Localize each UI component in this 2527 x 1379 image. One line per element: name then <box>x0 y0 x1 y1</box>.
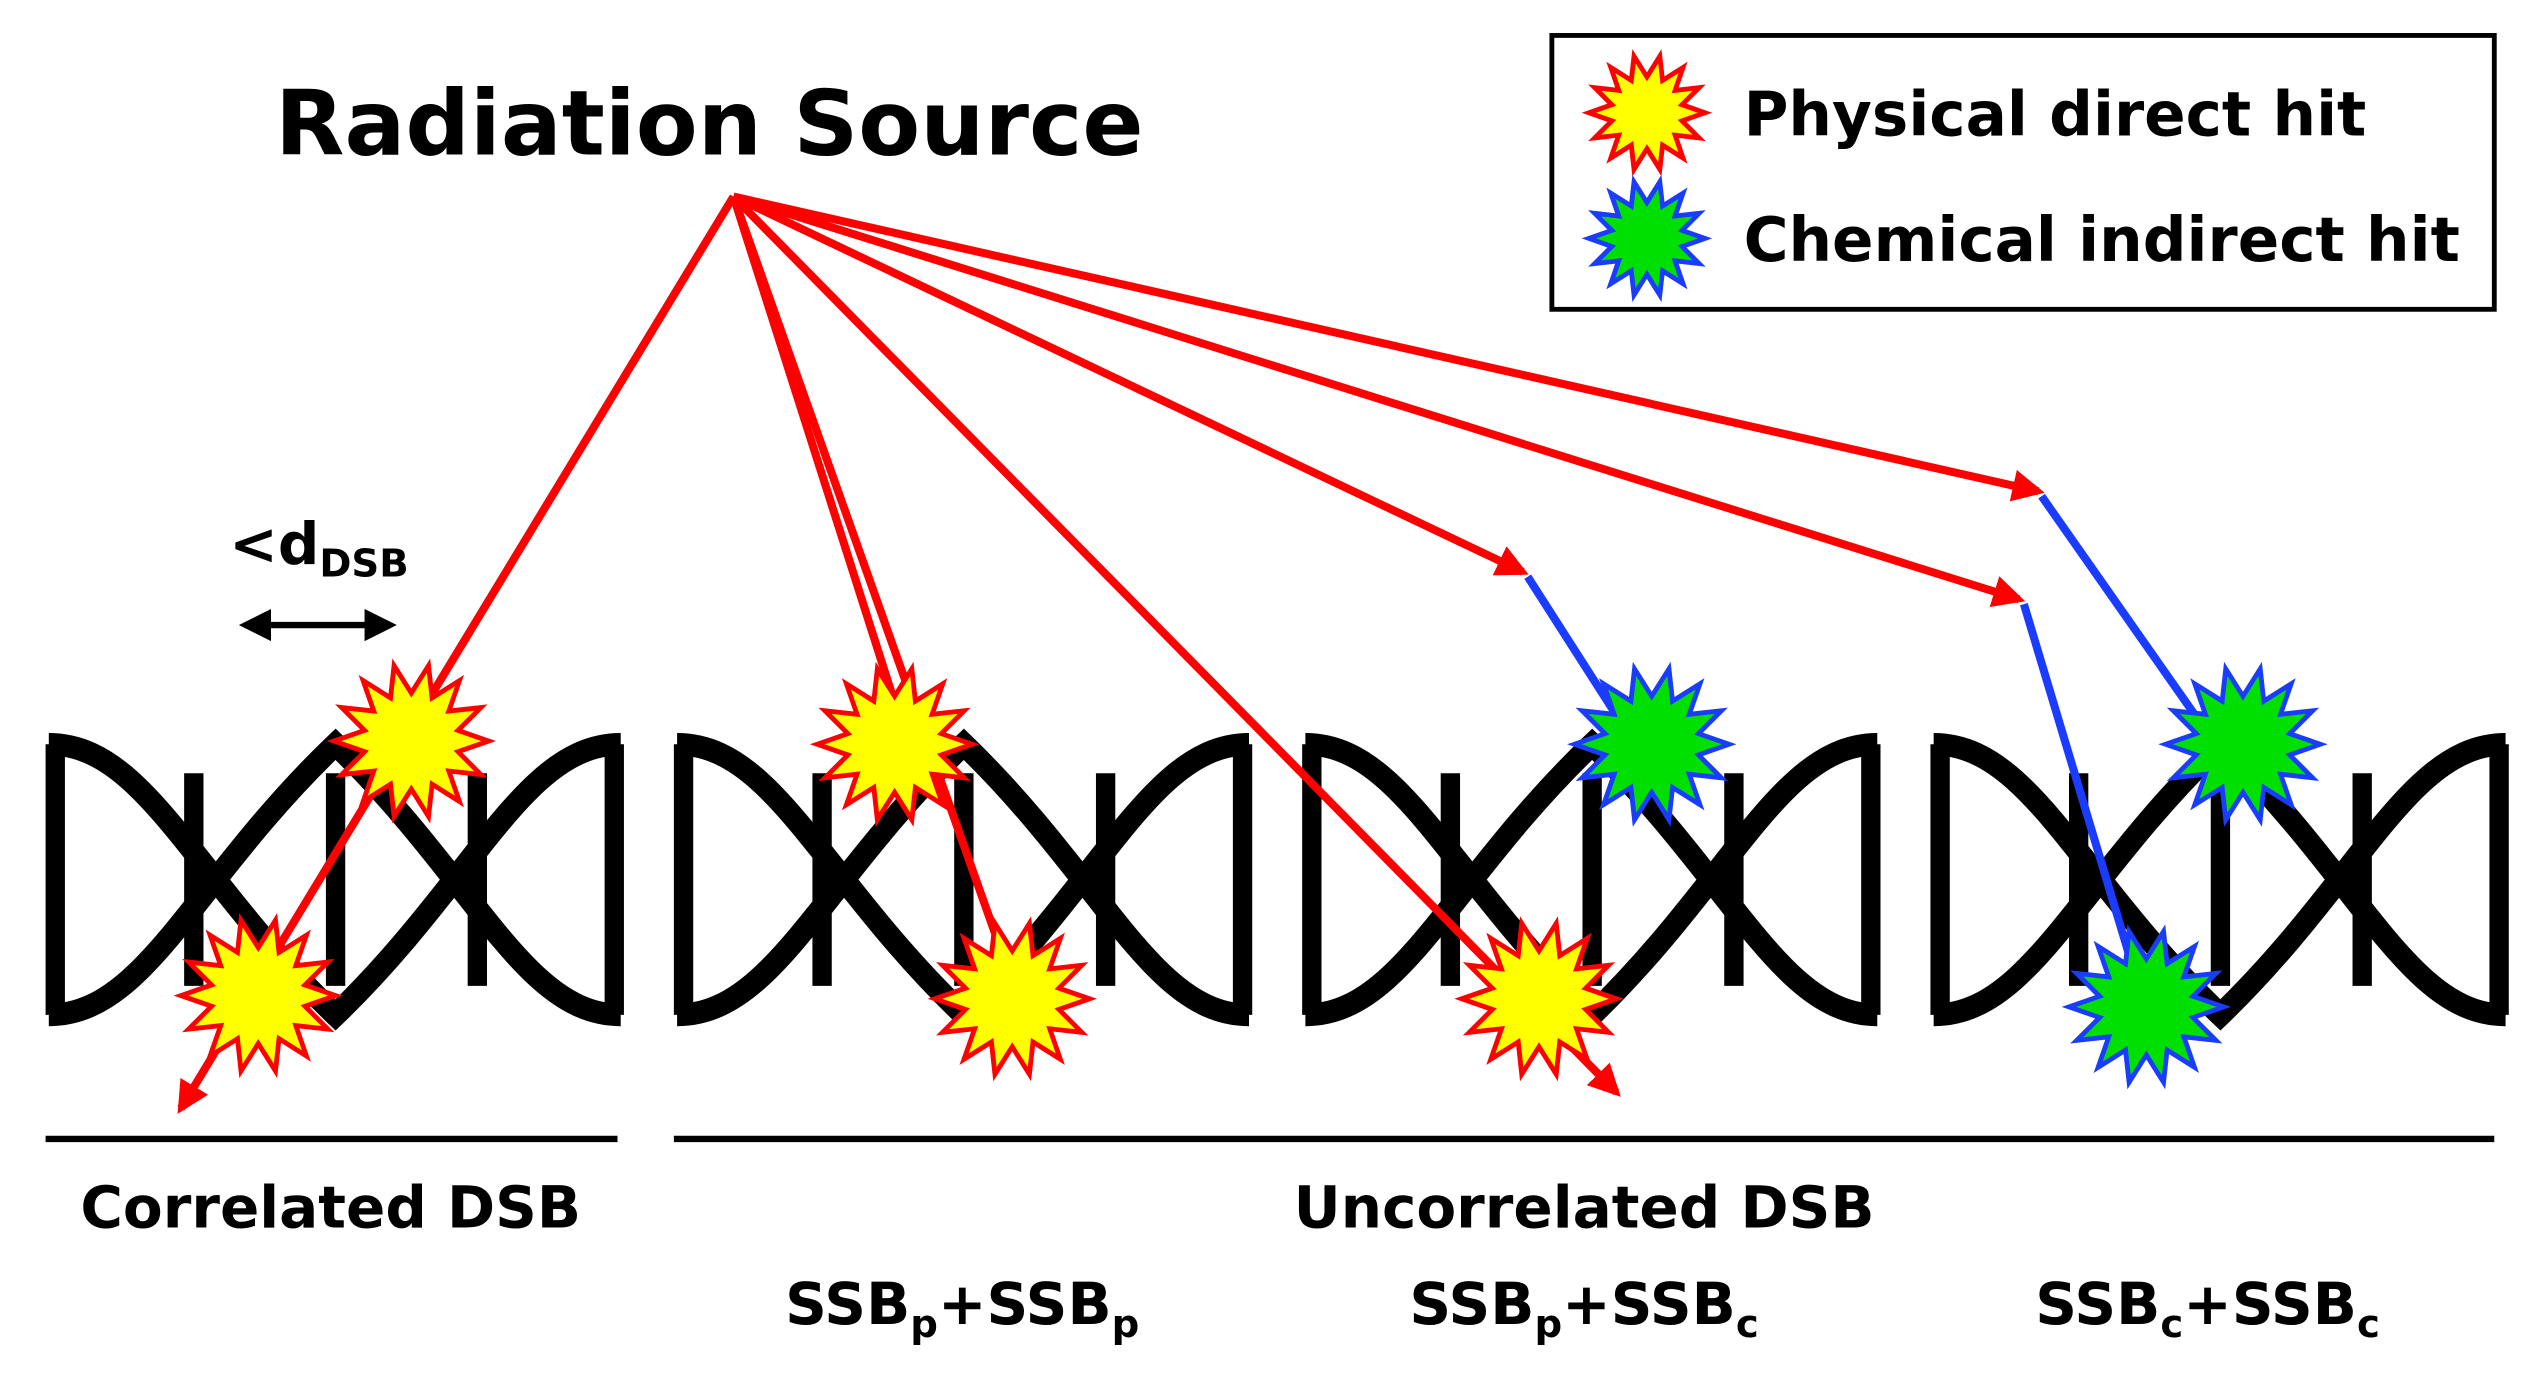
hit-star <box>326 658 496 824</box>
pair-sub: c <box>1736 1302 1759 1347</box>
pair-label: SSBp+SSBp <box>785 1270 1139 1347</box>
pair-sub: c <box>2357 1302 2380 1347</box>
distance-text: <d <box>229 510 319 578</box>
pair-labels: SSBp+SSBp SSBp+SSBc SSBc+SSBc <box>785 1270 2380 1347</box>
hit-star <box>927 916 1097 1082</box>
pair-text: SSB <box>785 1270 910 1338</box>
hit-star <box>1581 174 1713 303</box>
pair-text: +SSB <box>2183 1270 2357 1338</box>
title: Radiation Source <box>275 72 1144 177</box>
group-label: Uncorrelated DSB <box>1294 1174 1875 1242</box>
ray <box>730 193 1621 1097</box>
hit-star <box>2061 924 2232 1090</box>
hit-star <box>1454 916 1624 1082</box>
pair-text: +SSB <box>1562 1270 1736 1338</box>
pair-label: SSBp+SSBc <box>1409 1270 1758 1347</box>
pair-text: SSB <box>2035 1270 2160 1338</box>
hits <box>173 658 2328 1090</box>
dna-strand <box>48 732 622 1031</box>
ray <box>732 192 2045 502</box>
ray <box>729 195 1020 993</box>
diffusion-path <box>2020 602 2139 976</box>
pair-sub: c <box>2160 1302 2183 1347</box>
hit-star <box>2158 661 2328 827</box>
group-label: Correlated DSB <box>80 1174 581 1242</box>
pair-label: SSBc+SSBc <box>2035 1270 2380 1347</box>
distance-sub: DSB <box>319 542 408 587</box>
dna-helices <box>45 728 2509 1031</box>
dna-strand <box>48 728 622 1027</box>
pair-text: SSB <box>1409 1270 1534 1338</box>
pair-sub: p <box>1112 1302 1140 1347</box>
pair-sub: p <box>910 1302 938 1347</box>
ray <box>732 192 2026 607</box>
dna-strand <box>1933 732 2507 1031</box>
pair-text: +SSB <box>938 1270 1112 1338</box>
hit-star <box>173 913 343 1079</box>
legend-label: Physical direct hit <box>1744 79 2367 150</box>
hit-star <box>1581 49 1713 177</box>
legend-box <box>1549 33 2497 312</box>
hit-star <box>809 661 980 827</box>
ray <box>731 192 1529 576</box>
diffusion-path <box>2038 493 2211 736</box>
pair-sub: p <box>1534 1302 1562 1347</box>
distance-label: <dDSB <box>229 510 408 587</box>
legend-label: Chemical indirect hit <box>1744 205 2460 276</box>
hit-star <box>1567 661 1737 827</box>
